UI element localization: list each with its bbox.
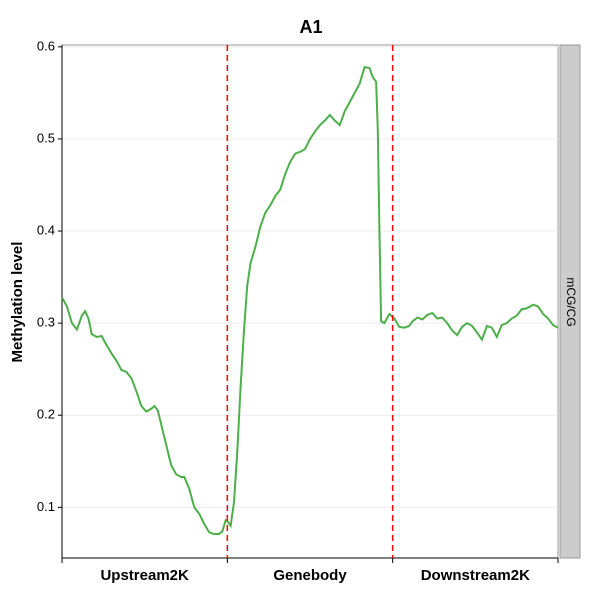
y-tick-label: 0.2 <box>37 407 55 422</box>
y-tick-label: 0.5 <box>37 130 55 145</box>
region-label: Upstream2K <box>100 567 189 584</box>
y-tick-label: 0.1 <box>37 499 55 514</box>
y-tick-label: 0.3 <box>37 315 55 330</box>
chart-title: A1 <box>299 17 322 37</box>
panel <box>61 44 559 559</box>
y-tick-label: 0.4 <box>37 222 55 237</box>
region-label: Genebody <box>273 567 347 584</box>
facet-strip <box>559 44 581 559</box>
facet-label: mCG/CG <box>564 277 578 326</box>
y-axis-label: Methylation level <box>9 242 26 363</box>
region-label: Downstream2K <box>421 567 530 584</box>
line-series <box>61 65 559 536</box>
y-tick-label: 0.6 <box>37 38 55 53</box>
